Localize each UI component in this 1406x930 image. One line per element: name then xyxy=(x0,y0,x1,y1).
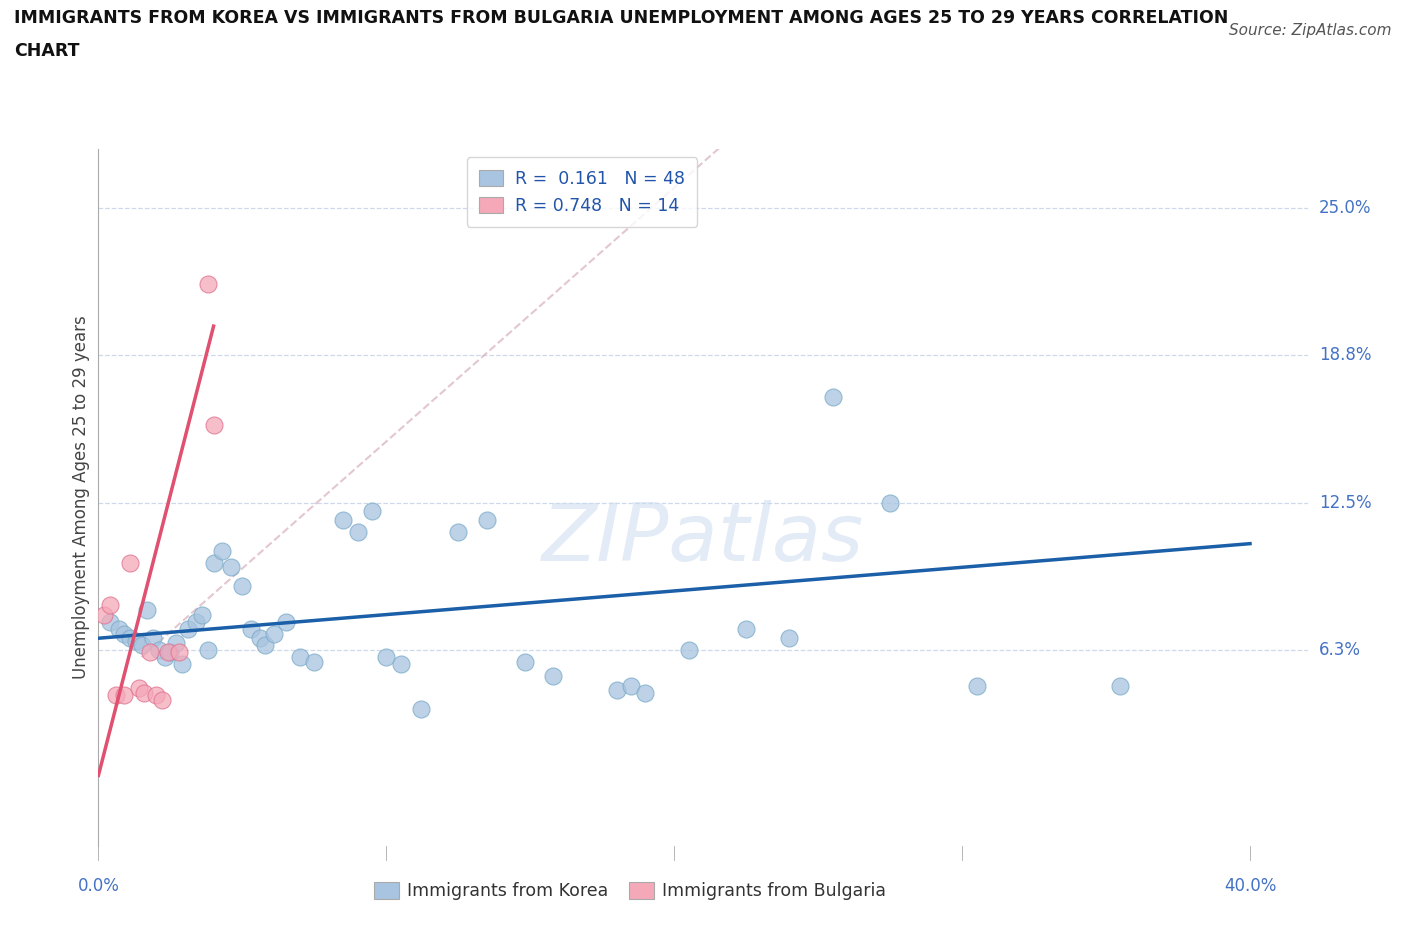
Text: IMMIGRANTS FROM KOREA VS IMMIGRANTS FROM BULGARIA UNEMPLOYMENT AMONG AGES 25 TO : IMMIGRANTS FROM KOREA VS IMMIGRANTS FROM… xyxy=(14,9,1229,27)
Point xyxy=(346,525,368,539)
Point xyxy=(191,607,214,622)
Text: 40.0%: 40.0% xyxy=(1223,877,1277,895)
Point xyxy=(159,645,181,660)
Point xyxy=(98,614,121,629)
Point xyxy=(879,496,901,511)
Point xyxy=(128,681,150,696)
Point xyxy=(966,678,988,693)
Point xyxy=(543,669,565,684)
Point xyxy=(263,626,285,641)
Point xyxy=(156,645,179,660)
Point xyxy=(150,692,173,707)
Point xyxy=(274,614,297,629)
Point xyxy=(678,643,700,658)
Point xyxy=(735,621,758,636)
Point xyxy=(409,702,432,717)
Point xyxy=(139,645,162,660)
Point xyxy=(361,503,384,518)
Text: Source: ZipAtlas.com: Source: ZipAtlas.com xyxy=(1229,23,1392,38)
Point xyxy=(231,578,253,593)
Point xyxy=(186,614,208,629)
Text: 0.0%: 0.0% xyxy=(77,877,120,895)
Point xyxy=(249,631,271,645)
Point xyxy=(120,631,142,645)
Point xyxy=(202,418,225,432)
Point xyxy=(104,687,127,702)
Point xyxy=(134,685,156,700)
Point xyxy=(778,631,800,645)
Point xyxy=(288,650,311,665)
Y-axis label: Unemployment Among Ages 25 to 29 years: Unemployment Among Ages 25 to 29 years xyxy=(72,315,90,680)
Point xyxy=(240,621,263,636)
Point xyxy=(219,560,242,575)
Point xyxy=(475,512,498,527)
Point xyxy=(620,678,643,693)
Point xyxy=(112,687,135,702)
Point xyxy=(153,650,176,665)
Point xyxy=(176,621,198,636)
Point xyxy=(254,638,277,653)
Point xyxy=(202,555,225,570)
Text: ZIPatlas: ZIPatlas xyxy=(541,500,865,578)
Point xyxy=(142,631,165,645)
Point xyxy=(197,276,219,291)
Point xyxy=(112,626,135,641)
Point xyxy=(821,390,844,405)
Point xyxy=(332,512,354,527)
Point xyxy=(107,621,129,636)
Point xyxy=(145,687,167,702)
Point xyxy=(93,607,115,622)
Point xyxy=(634,685,657,700)
Point xyxy=(197,643,219,658)
Point xyxy=(1109,678,1132,693)
Point xyxy=(389,657,412,671)
Point xyxy=(375,650,398,665)
Point xyxy=(167,645,190,660)
Point xyxy=(125,633,148,648)
Point xyxy=(211,543,233,558)
Legend: Immigrants from Korea, Immigrants from Bulgaria: Immigrants from Korea, Immigrants from B… xyxy=(367,875,893,908)
Point xyxy=(170,657,193,671)
Text: 6.3%: 6.3% xyxy=(1319,641,1361,659)
Point xyxy=(131,638,153,653)
Point xyxy=(447,525,470,539)
Point xyxy=(606,683,628,698)
Text: 12.5%: 12.5% xyxy=(1319,495,1371,512)
Point xyxy=(136,603,159,618)
Point xyxy=(120,555,142,570)
Point xyxy=(148,643,170,658)
Point xyxy=(513,655,536,670)
Point xyxy=(165,635,187,650)
Text: 18.8%: 18.8% xyxy=(1319,346,1371,364)
Point xyxy=(304,655,326,670)
Text: CHART: CHART xyxy=(14,42,80,60)
Text: 25.0%: 25.0% xyxy=(1319,199,1371,217)
Point xyxy=(98,598,121,613)
